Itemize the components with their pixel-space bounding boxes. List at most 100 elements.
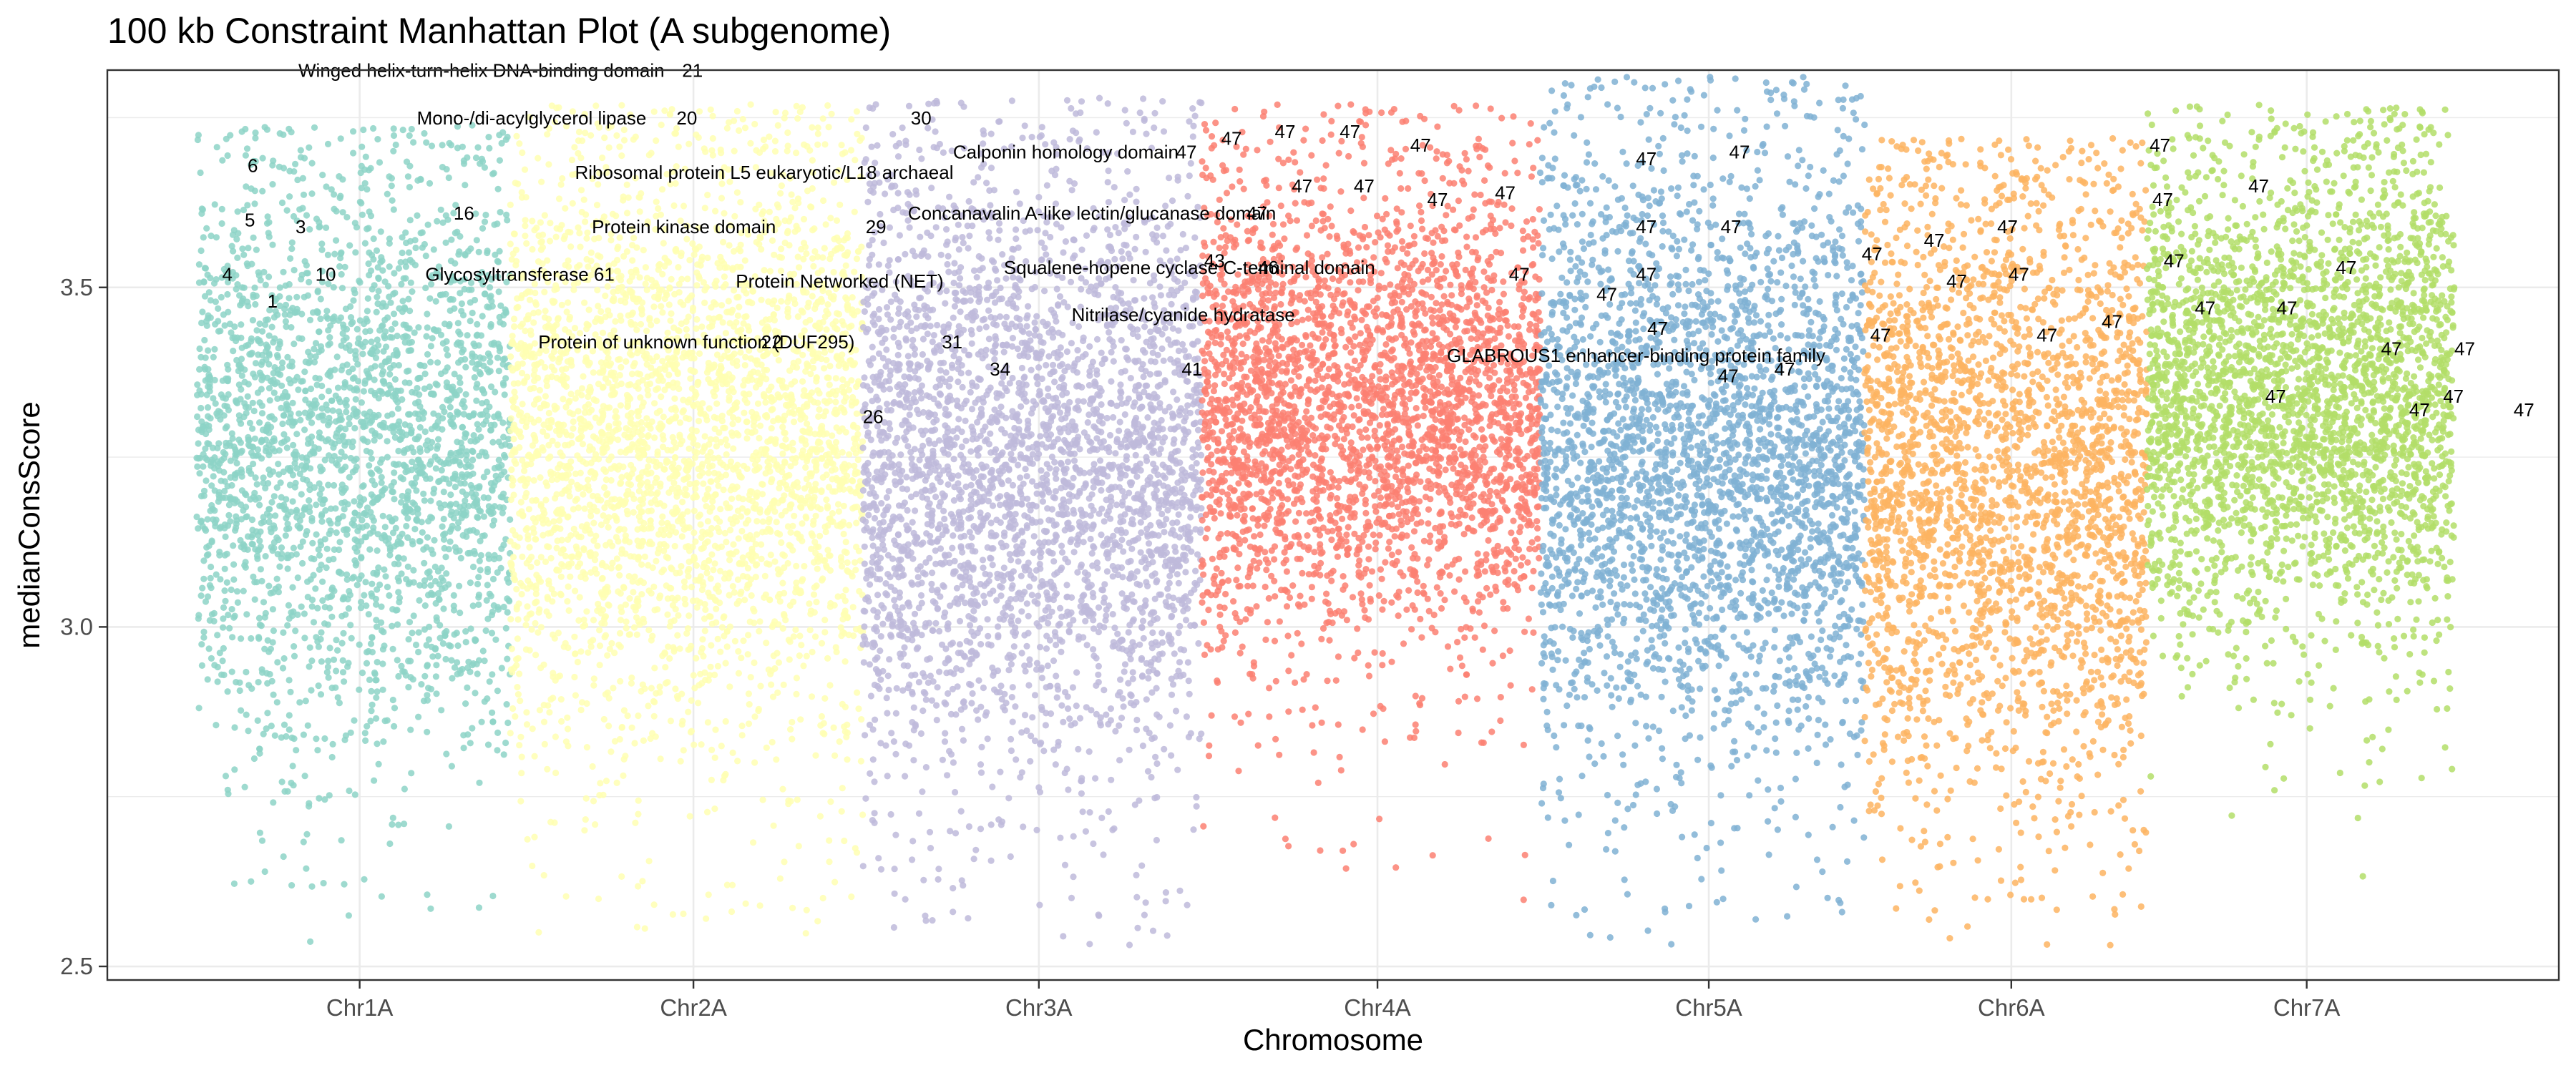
data-point (203, 456, 210, 464)
data-point (484, 412, 491, 420)
data-point (283, 401, 290, 408)
data-point (205, 413, 212, 420)
data-point (852, 450, 859, 457)
data-point (648, 276, 655, 283)
data-point (353, 464, 360, 471)
data-point (557, 421, 565, 428)
data-point (778, 539, 785, 547)
data-point (585, 476, 592, 484)
data-point (801, 141, 808, 148)
data-point (605, 144, 613, 151)
data-point (508, 474, 515, 482)
data-point (328, 186, 335, 193)
data-point (267, 589, 274, 597)
data-point (641, 553, 648, 561)
data-point (265, 451, 273, 459)
data-point (803, 652, 810, 660)
data-point (308, 160, 316, 167)
data-point (826, 381, 833, 388)
data-point (590, 617, 597, 624)
data-point (526, 544, 533, 551)
data-point (201, 293, 209, 300)
data-point (379, 267, 386, 274)
data-point (541, 740, 548, 748)
data-point (751, 120, 758, 128)
data-point (291, 419, 298, 426)
data-point (400, 321, 407, 328)
data-point (399, 530, 406, 538)
data-point (447, 142, 455, 149)
data-point (553, 374, 561, 382)
data-point (401, 421, 409, 428)
data-point (482, 627, 489, 635)
data-point (347, 729, 354, 736)
data-point (530, 529, 537, 536)
data-point (604, 652, 611, 659)
data-point (686, 140, 693, 147)
data-point (369, 499, 376, 506)
data-point (484, 565, 492, 573)
data-point (786, 656, 793, 663)
data-point (611, 650, 618, 657)
data-point (681, 584, 688, 591)
data-point (291, 652, 298, 660)
data-point (294, 522, 301, 529)
data-point (415, 648, 422, 656)
data-point (194, 381, 201, 388)
data-point (414, 212, 421, 219)
data-point (341, 438, 348, 446)
data-point (256, 829, 263, 836)
data-point (485, 304, 493, 311)
data-point (391, 469, 398, 476)
data-point (323, 401, 330, 408)
data-point (313, 501, 320, 509)
data-point (441, 530, 449, 537)
data-point (370, 235, 377, 242)
data-point (409, 541, 416, 548)
data-point (571, 144, 578, 151)
data-point (396, 418, 403, 425)
data-point (846, 451, 853, 458)
data-point (299, 538, 306, 545)
data-point (723, 643, 731, 650)
data-point (288, 245, 296, 253)
data-point (384, 454, 391, 461)
data-point (293, 293, 301, 300)
data-point (522, 232, 529, 240)
data-point (708, 746, 716, 753)
data-point (364, 371, 371, 378)
data-point (265, 273, 273, 280)
data-point (370, 411, 377, 418)
data-point (791, 481, 798, 489)
data-point (220, 671, 228, 679)
data-point (469, 359, 476, 366)
data-point (381, 335, 389, 342)
data-point (346, 787, 353, 795)
data-point (467, 625, 474, 632)
data-point (462, 363, 469, 371)
data-point (293, 305, 301, 313)
data-point (367, 212, 375, 220)
data-point (318, 512, 325, 519)
data-point (286, 125, 293, 132)
data-point (766, 462, 773, 469)
data-point (696, 682, 703, 689)
data-point (389, 529, 397, 536)
data-point (382, 573, 389, 580)
data-point (499, 129, 507, 136)
data-point (389, 820, 396, 828)
data-point (424, 324, 431, 331)
data-point (809, 293, 816, 300)
data-point (211, 454, 218, 461)
data-point (387, 299, 394, 306)
data-point (753, 518, 761, 525)
data-point (572, 470, 580, 478)
data-point (474, 421, 481, 428)
data-point (421, 559, 428, 567)
data-point (816, 813, 824, 820)
data-point (648, 484, 655, 491)
data-point (543, 377, 550, 385)
data-point (291, 377, 298, 384)
data-point (462, 700, 469, 707)
data-point (253, 327, 260, 334)
